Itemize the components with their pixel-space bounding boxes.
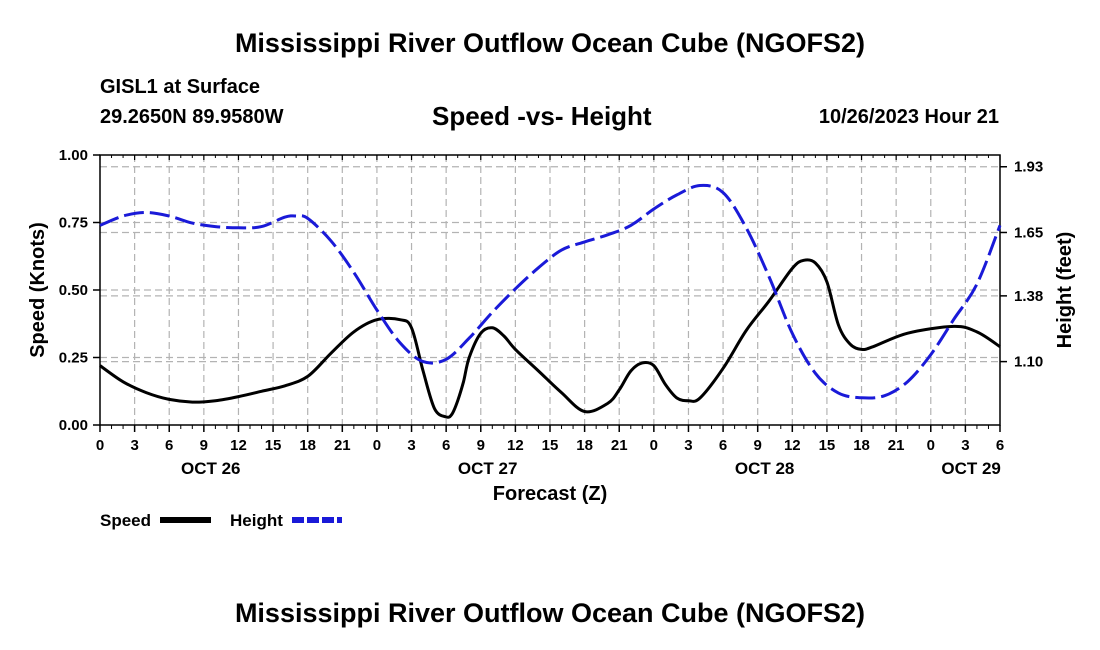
series-line-speed bbox=[99, 258, 1001, 419]
chart-subtitle: Speed -vs- Height bbox=[432, 101, 652, 131]
x-tick-label: 21 bbox=[334, 437, 351, 454]
x-date-label: OCT 28 bbox=[735, 459, 795, 478]
x-tick-label: 3 bbox=[130, 437, 138, 454]
y-right-tick-label: 1.38 bbox=[1014, 288, 1043, 305]
x-tick-label: 0 bbox=[927, 437, 935, 454]
x-tick-label: 21 bbox=[611, 437, 628, 454]
x-date-label: OCT 29 bbox=[941, 459, 1001, 478]
x-tick-label: 18 bbox=[853, 437, 870, 454]
x-tick-label: 18 bbox=[576, 437, 593, 454]
x-tick-label: 3 bbox=[684, 437, 692, 454]
x-tick-label: 18 bbox=[299, 437, 316, 454]
grid-lines bbox=[100, 155, 1000, 425]
legend-speed-label: Speed bbox=[100, 511, 151, 530]
y-left-tick-label: 0.50 bbox=[59, 282, 88, 299]
y-axis-left-label: Speed (Knots) bbox=[27, 222, 49, 358]
x-tick-label: 0 bbox=[650, 437, 658, 454]
x-tick-label: 3 bbox=[407, 437, 415, 454]
series-line-height bbox=[99, 183, 1002, 400]
x-date-label: OCT 26 bbox=[181, 459, 241, 478]
y-right-tick-label: 1.65 bbox=[1014, 224, 1043, 241]
x-tick-label: 6 bbox=[165, 437, 173, 454]
x-date-label: OCT 27 bbox=[458, 459, 518, 478]
x-tick-label: 15 bbox=[542, 437, 559, 454]
y-left-tick-label: 0.00 bbox=[59, 417, 88, 434]
chart-title: Mississippi River Outflow Ocean Cube (NG… bbox=[234, 28, 866, 58]
legend-height-label: Height bbox=[230, 511, 283, 530]
axes: 0 3 6 9 12 15 18 21 0 3 6 9 12 15 18 21 0 3 6 9 12 15 18 21 0 3 6O… bbox=[59, 147, 1043, 478]
x-tick-label: 3 bbox=[961, 437, 969, 454]
y-right-tick-label: 1.93 bbox=[1014, 159, 1043, 176]
x-tick-label: 6 bbox=[442, 437, 450, 454]
x-tick-label: 9 bbox=[477, 437, 485, 454]
y-left-tick-label: 0.25 bbox=[59, 350, 88, 367]
y-axis-right-label: Height (feet) bbox=[1054, 232, 1076, 349]
station-coordinates: 29.2650N 89.9580W bbox=[100, 106, 284, 128]
y-right-tick-label: 1.10 bbox=[1014, 354, 1043, 371]
x-tick-label: 12 bbox=[230, 437, 247, 454]
footer-title: Mississippi River Outflow Ocean Cube (NG… bbox=[234, 598, 866, 628]
x-tick-label: 21 bbox=[888, 437, 905, 454]
x-tick-label: 9 bbox=[200, 437, 208, 454]
legend: Speed Height bbox=[100, 511, 342, 530]
x-tick-label: 0 bbox=[373, 437, 381, 454]
series-lines bbox=[99, 183, 1002, 419]
x-tick-label: 15 bbox=[819, 437, 836, 454]
y-left-tick-label: 1.00 bbox=[59, 147, 88, 164]
x-tick-label: 12 bbox=[784, 437, 801, 454]
x-tick-label: 0 bbox=[96, 437, 104, 454]
x-tick-label: 6 bbox=[719, 437, 727, 454]
x-tick-label: 6 bbox=[996, 437, 1004, 454]
x-tick-label: 12 bbox=[507, 437, 524, 454]
forecast-datestamp: 10/26/2023 Hour 21 bbox=[818, 106, 999, 128]
y-left-tick-label: 0.75 bbox=[59, 215, 88, 232]
x-tick-label: 15 bbox=[265, 437, 282, 454]
x-axis-label: Forecast (Z) bbox=[493, 483, 607, 505]
x-tick-label: 9 bbox=[754, 437, 762, 454]
station-label: GISL1 at Surface bbox=[100, 76, 261, 98]
